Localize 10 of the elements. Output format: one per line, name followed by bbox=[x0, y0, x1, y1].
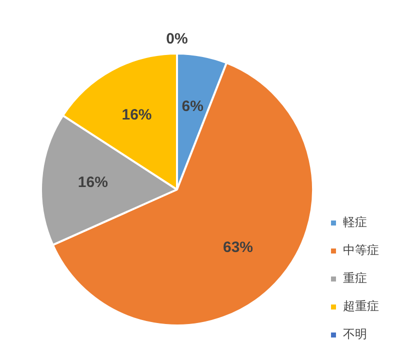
data-label: 16% bbox=[78, 174, 108, 192]
legend-label: 超重症 bbox=[343, 299, 379, 314]
data-label: 63% bbox=[222, 238, 254, 256]
legend-label: 軽症 bbox=[343, 215, 367, 230]
text: 0% bbox=[166, 30, 188, 48]
data-label: 6% bbox=[182, 98, 204, 115]
data-label: 16% bbox=[122, 106, 152, 124]
legend-label: 重症 bbox=[343, 271, 367, 286]
legend-label: 中等症 bbox=[343, 243, 379, 258]
legend-label: 不明 bbox=[343, 327, 367, 342]
